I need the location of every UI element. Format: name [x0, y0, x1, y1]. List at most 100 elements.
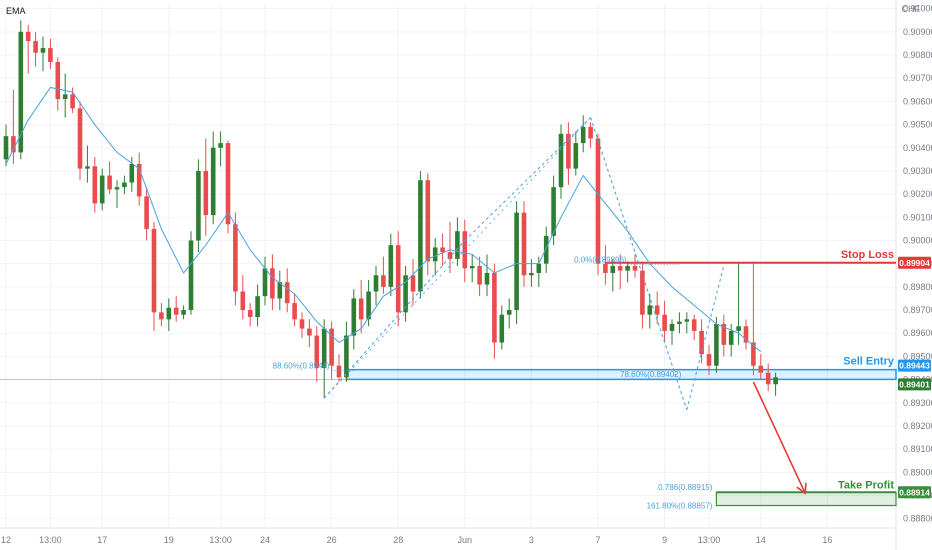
- candle-body: [33, 41, 38, 53]
- candle-body: [233, 224, 238, 292]
- sell-entry-bottom-price-tag-bg: [898, 378, 931, 391]
- candle-body: [699, 330, 704, 355]
- candle-body: [48, 48, 53, 62]
- take-profit-price-tag: 0.88914: [899, 487, 930, 497]
- candle-body: [558, 133, 564, 188]
- candle-body: [573, 143, 579, 169]
- candle-body: [255, 296, 260, 318]
- candle-body: [77, 108, 83, 169]
- fib-786-tp-label: 0.786(0.88915): [658, 483, 713, 492]
- candle-body: [85, 166, 90, 169]
- candle-body: [521, 212, 527, 276]
- candle-body: [358, 298, 364, 320]
- candle-body: [18, 31, 24, 153]
- candle-body: [336, 365, 342, 378]
- candle-body: [129, 163, 135, 183]
- candle-body: [136, 163, 142, 197]
- x-tick-label: 28: [393, 535, 403, 545]
- y-tick-label: 0.88800: [903, 514, 932, 524]
- candle-body: [610, 266, 616, 273]
- candle-body: [469, 266, 475, 269]
- sell-entry-top-price-tag-bg: [898, 359, 931, 372]
- candle-body: [758, 365, 764, 373]
- candle-body: [107, 175, 112, 190]
- candle-body: [736, 326, 741, 331]
- candle-body: [677, 321, 682, 324]
- candle-body: [151, 228, 157, 313]
- candle-body: [329, 328, 334, 366]
- candle-body: [284, 282, 290, 304]
- candle-body: [595, 138, 601, 264]
- stop-loss-price-tag: 0.89904: [899, 258, 930, 268]
- candle-body: [751, 342, 756, 366]
- candle-body: [277, 282, 283, 299]
- candle-body: [307, 328, 312, 336]
- candle-body: [551, 187, 556, 236]
- candle-body: [410, 275, 416, 292]
- candle-body: [691, 319, 697, 331]
- candle-body: [765, 372, 771, 385]
- x-tick-label: 26: [327, 535, 337, 545]
- x-tick-label: Jun: [458, 535, 473, 545]
- candle-body: [188, 240, 194, 311]
- candle-body: [536, 263, 542, 273]
- candle-body: [447, 252, 453, 260]
- candle-body: [603, 263, 608, 273]
- candle-body: [292, 303, 297, 320]
- candle-body: [395, 245, 401, 313]
- candle-body: [196, 170, 201, 241]
- candle-body: [114, 187, 120, 190]
- x-tick-label: 16: [822, 535, 832, 545]
- candle-body: [262, 268, 268, 297]
- sell-entry-top-price-tag: 0.89443: [899, 361, 930, 371]
- candle-body: [11, 136, 16, 153]
- candle-body: [247, 310, 253, 318]
- candle-body: [373, 275, 379, 292]
- x-tick-label: 9: [662, 535, 667, 545]
- harmonic-pattern-leg: [686, 265, 725, 410]
- stop-loss-label: Stop Loss: [841, 249, 894, 261]
- candle-body: [662, 314, 667, 331]
- candle-body: [388, 245, 394, 287]
- harmonic-pattern-leg: [464, 117, 591, 241]
- candle-body: [455, 231, 460, 260]
- candle-body: [173, 307, 179, 315]
- candle-body: [314, 335, 320, 369]
- candle-body: [684, 319, 690, 322]
- candle-body: [580, 126, 586, 144]
- candle-body: [477, 266, 482, 285]
- candle-body: [62, 94, 68, 100]
- candle-body: [122, 182, 127, 188]
- candle-body: [588, 126, 593, 139]
- candle-body: [728, 330, 734, 345]
- candle-body: [425, 180, 431, 262]
- candle-body: [159, 312, 164, 320]
- candle-body: [625, 266, 630, 271]
- currency-label: CHF: [902, 4, 921, 14]
- candle-body: [418, 180, 423, 292]
- indicator-label: EMA: [6, 6, 26, 16]
- candle-body: [743, 326, 749, 343]
- candle-body: [299, 319, 305, 329]
- projection-arrow-line: [752, 381, 806, 494]
- harmonic-pattern-diagonal: [323, 117, 591, 399]
- candle-body: [321, 328, 327, 369]
- candle-body: [566, 133, 571, 169]
- candle-body: [669, 323, 675, 331]
- x-tick-label: 13:00: [39, 535, 62, 545]
- stop-loss-price-tag-bg: [898, 256, 931, 269]
- fib-zero-label: 0.0%(0.89896): [574, 256, 627, 265]
- x-tick-label: 12: [1, 535, 11, 545]
